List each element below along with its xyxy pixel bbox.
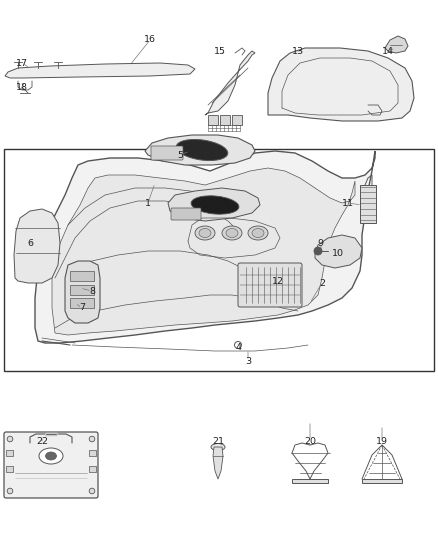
Circle shape	[89, 488, 95, 494]
Bar	[220, 115, 230, 125]
Bar	[70, 298, 94, 308]
Ellipse shape	[252, 229, 264, 238]
Text: 13: 13	[292, 46, 304, 55]
Bar	[360, 185, 376, 223]
Text: 15: 15	[214, 46, 226, 55]
Ellipse shape	[226, 229, 238, 238]
Circle shape	[7, 488, 13, 494]
Text: 5: 5	[177, 150, 183, 159]
Text: 21: 21	[212, 437, 224, 446]
Text: 8: 8	[89, 287, 95, 295]
Ellipse shape	[248, 226, 268, 240]
FancyBboxPatch shape	[4, 432, 98, 498]
Bar	[70, 271, 94, 281]
Text: 10: 10	[332, 248, 344, 257]
Polygon shape	[35, 151, 375, 343]
Polygon shape	[65, 261, 100, 323]
Bar	[292, 479, 328, 483]
FancyBboxPatch shape	[171, 208, 201, 220]
Circle shape	[89, 436, 95, 442]
Ellipse shape	[199, 229, 211, 238]
FancyBboxPatch shape	[151, 146, 183, 160]
Circle shape	[234, 342, 241, 349]
Bar	[208, 115, 218, 125]
Bar	[70, 285, 94, 295]
Text: 3: 3	[245, 357, 251, 366]
Ellipse shape	[222, 226, 242, 240]
Polygon shape	[145, 135, 255, 165]
Polygon shape	[5, 63, 195, 78]
Text: 19: 19	[376, 437, 388, 446]
Polygon shape	[14, 209, 60, 283]
Circle shape	[314, 247, 322, 255]
Text: 1: 1	[145, 198, 151, 207]
Bar	[4, 149, 434, 371]
Polygon shape	[205, 51, 255, 115]
Polygon shape	[315, 235, 362, 268]
Text: 2: 2	[319, 279, 325, 287]
Text: 14: 14	[382, 46, 394, 55]
Bar	[6, 450, 13, 456]
Text: 16: 16	[144, 36, 156, 44]
Bar	[232, 115, 242, 125]
Text: 11: 11	[342, 198, 354, 207]
Bar	[362, 479, 402, 483]
Bar	[89, 450, 96, 456]
Ellipse shape	[211, 443, 225, 450]
Text: 17: 17	[16, 59, 28, 68]
Polygon shape	[168, 188, 260, 221]
Ellipse shape	[191, 196, 239, 214]
Text: 6: 6	[27, 238, 33, 247]
Text: 18: 18	[16, 84, 28, 93]
Text: 22: 22	[36, 437, 48, 446]
Text: 20: 20	[304, 437, 316, 446]
FancyBboxPatch shape	[238, 263, 302, 307]
Bar	[6, 466, 13, 472]
Text: 4: 4	[235, 343, 241, 351]
Polygon shape	[268, 48, 414, 121]
Polygon shape	[213, 447, 223, 479]
Ellipse shape	[195, 226, 215, 240]
Ellipse shape	[39, 448, 63, 464]
Text: 7: 7	[79, 303, 85, 312]
Circle shape	[7, 436, 13, 442]
Text: 9: 9	[317, 238, 323, 247]
Bar	[89, 466, 96, 472]
Ellipse shape	[46, 452, 57, 460]
Polygon shape	[52, 168, 355, 335]
Text: 12: 12	[272, 277, 284, 286]
Ellipse shape	[176, 140, 228, 160]
Polygon shape	[385, 36, 408, 53]
